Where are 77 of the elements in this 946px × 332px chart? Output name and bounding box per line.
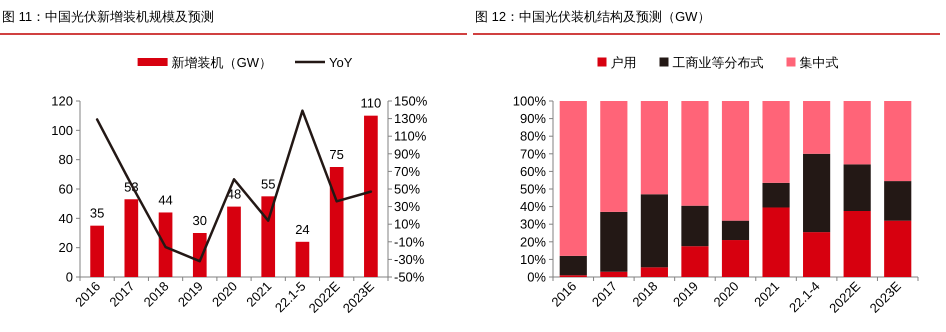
data-label: 24 xyxy=(295,222,310,237)
y2-tick-label: 110% xyxy=(394,128,427,144)
bar xyxy=(681,206,709,246)
bar xyxy=(560,256,587,276)
bar xyxy=(330,167,344,277)
bar xyxy=(762,101,790,183)
data-label: 75 xyxy=(329,147,344,162)
bar xyxy=(124,199,138,277)
bar xyxy=(803,154,830,232)
bar xyxy=(261,196,276,277)
y-tick-label: 20% xyxy=(520,234,546,250)
y-tick-label: 0 xyxy=(66,270,73,284)
y-tick-label: 60% xyxy=(520,164,546,179)
bar xyxy=(227,206,241,277)
y-tick-label: 70% xyxy=(520,146,546,162)
y2-tick-label: 10% xyxy=(394,216,420,232)
chart-title: 图 12：中国光伏装机结构及预测（GW） xyxy=(475,9,710,24)
bar xyxy=(364,116,378,277)
data-label: 110 xyxy=(360,96,382,111)
y2-tick-label: -30% xyxy=(394,252,425,267)
y2-tick-label: -50% xyxy=(394,270,425,284)
bar xyxy=(640,101,668,194)
y2-tick-label: 90% xyxy=(394,146,420,162)
bar xyxy=(844,211,871,277)
bar xyxy=(600,101,628,212)
y-tick-label: 80 xyxy=(58,152,73,168)
bar xyxy=(560,101,587,256)
bar xyxy=(681,246,709,277)
bar xyxy=(762,182,790,208)
y-tick-label: 80% xyxy=(520,128,546,144)
y-tick-label: 0% xyxy=(527,270,546,284)
bar xyxy=(681,101,709,206)
y-tick-label: 40 xyxy=(58,210,73,226)
data-label: 44 xyxy=(158,192,173,208)
chart-title: 图 11：中国光伏新增装机规模及预测 xyxy=(2,9,214,24)
y-tick-label: 120 xyxy=(51,94,73,108)
y2-tick-label: 130% xyxy=(394,111,428,126)
y2-tick-label: -10% xyxy=(394,234,425,250)
bar xyxy=(158,212,172,277)
y2-tick-label: 150% xyxy=(394,94,428,108)
bar xyxy=(844,101,871,164)
bar xyxy=(844,164,871,211)
legend-label: 户用 xyxy=(610,55,636,70)
bar xyxy=(722,101,750,221)
y-tick-label: 60 xyxy=(58,182,73,196)
bar xyxy=(884,220,912,277)
y-tick-label: 20 xyxy=(58,240,73,256)
bar xyxy=(803,232,830,277)
bar xyxy=(640,267,668,277)
legend-label: YoY xyxy=(329,55,353,70)
y-tick-label: 50% xyxy=(520,182,546,196)
bar xyxy=(762,207,790,277)
bar xyxy=(90,226,104,277)
bar xyxy=(640,194,668,268)
y-tick-label: 90% xyxy=(520,111,546,126)
bar xyxy=(296,242,310,277)
bar xyxy=(803,101,830,154)
y-tick-label: 40% xyxy=(520,199,546,214)
y2-tick-label: 30% xyxy=(394,199,420,214)
y-tick-label: 100% xyxy=(512,94,546,108)
bar xyxy=(722,220,750,240)
y2-tick-label: 50% xyxy=(394,182,420,196)
legend-label: 新增装机（GW） xyxy=(172,55,272,70)
bar xyxy=(600,272,628,277)
bar xyxy=(600,212,628,272)
y-tick-label: 10% xyxy=(520,252,546,267)
y2-tick-label: 70% xyxy=(394,164,420,179)
bar xyxy=(884,181,912,221)
bar xyxy=(884,101,912,182)
legend-label: 集中式 xyxy=(800,55,838,70)
data-label: 55 xyxy=(260,176,276,192)
legend-label: 工商业等分布式 xyxy=(672,55,764,70)
data-label: 30 xyxy=(192,213,208,228)
y-tick-label: 30% xyxy=(520,216,546,232)
data-label: 35 xyxy=(90,206,104,221)
bar xyxy=(722,240,750,277)
y-tick-label: 100 xyxy=(51,122,73,138)
